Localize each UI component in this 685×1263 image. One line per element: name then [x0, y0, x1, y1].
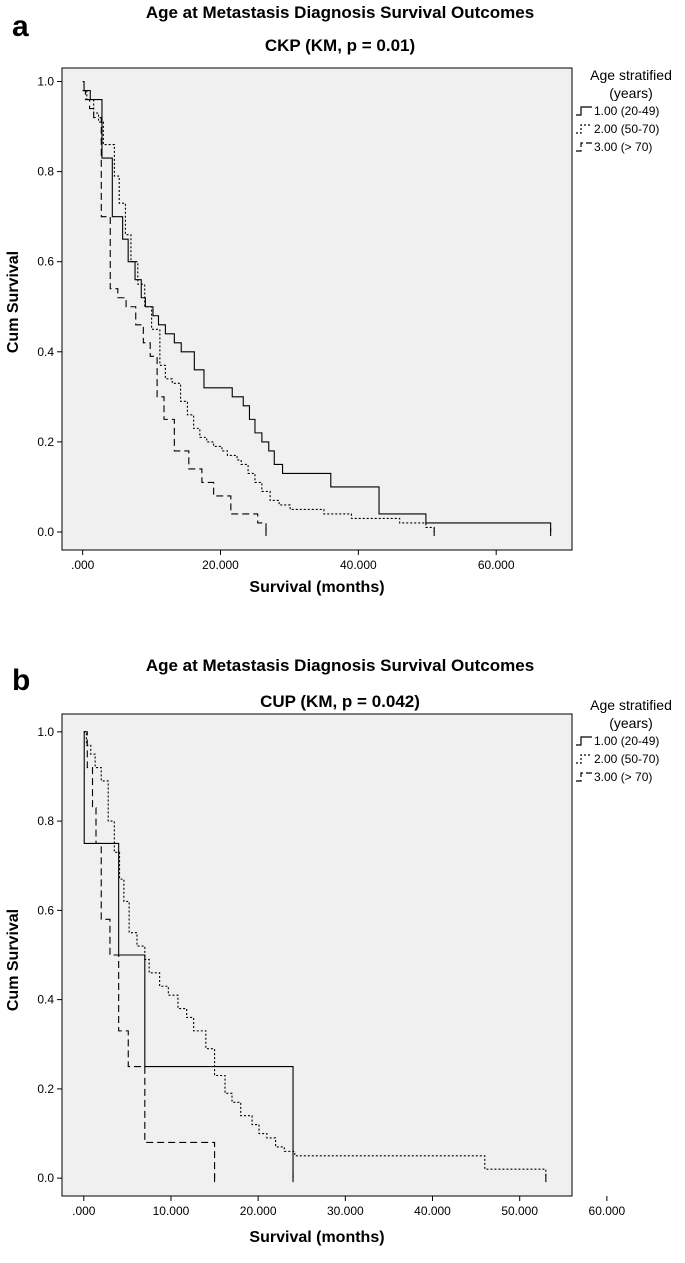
plot-area [61, 67, 573, 551]
km-curve-dotted [82, 89, 435, 532]
chart-subtitle: CUP (KM, p = 0.042) [260, 692, 420, 711]
x-tick-label: 60.000 [589, 1204, 626, 1218]
km-curve-solid [83, 731, 294, 1179]
x-axis-label: Survival (months) [249, 1229, 384, 1246]
x-tick-label: 20.000 [202, 558, 239, 572]
y-tick-label: 0.8 [37, 165, 54, 179]
y-tick-label: 1.0 [37, 75, 54, 89]
km-curve-dashed [82, 89, 267, 532]
plot-area [61, 713, 573, 1197]
legend-dotted-step-icon [576, 754, 592, 764]
y-tick-label: 0.6 [37, 903, 54, 917]
y-tick-label: 0.4 [37, 345, 54, 359]
panel-a: a Age at Metastasis Diagnosis Survival O… [0, 0, 685, 610]
legend-label: 3.00 (> 70) [594, 770, 653, 784]
legend: Age stratified (years) 1.00 (20-49) 2.00… [575, 696, 685, 786]
y-tick-label: 0.2 [37, 435, 54, 449]
y-axis-label: Cum Survival [5, 251, 22, 353]
y-tick-label: 0.4 [37, 993, 54, 1007]
x-tick-label: .000 [72, 1204, 96, 1218]
legend-item-over-70: 3.00 (> 70) [575, 138, 685, 156]
chart-subtitle: CKP (KM, p = 0.01) [264, 36, 416, 55]
legend-solid-step-icon [576, 106, 592, 116]
legend-dashed-step-icon [576, 772, 592, 782]
legend-title-line-1: Age stratified [590, 67, 672, 83]
x-tick-label: 40.000 [414, 1204, 451, 1218]
y-tick-label: 1.0 [37, 725, 54, 739]
legend-title-line-1: Age stratified [590, 697, 672, 713]
legend-label: 2.00 (50-70) [594, 122, 660, 136]
chart-title: Age at Metastasis Diagnosis Survival Out… [145, 656, 535, 675]
legend-dotted-step-icon [576, 124, 592, 134]
y-tick-label: 0.0 [37, 525, 54, 539]
km-curve-dotted [83, 731, 547, 1179]
legend-item-50-70: 2.00 (50-70) [575, 750, 685, 768]
legend-item-50-70: 2.00 (50-70) [575, 120, 685, 138]
legend-title: Age stratified (years) [575, 696, 685, 732]
legend: Age stratified (years) 1.00 (20-49) 2.00… [575, 66, 685, 156]
legend-solid-step-icon [576, 736, 592, 746]
legend-item-20-49: 1.00 (20-49) [575, 102, 685, 120]
y-tick-label: 0.8 [37, 814, 54, 828]
x-tick-label: 30.000 [327, 1204, 364, 1218]
chart-title: Age at Metastasis Diagnosis Survival Out… [145, 3, 535, 22]
legend-label: 1.00 (20-49) [594, 734, 660, 748]
panel-b: b Age at Metastasis Diagnosis Survival O… [0, 650, 685, 1263]
panel-label: b [12, 664, 31, 697]
legend-title: Age stratified (years) [575, 66, 685, 102]
km-curve-dashed [83, 731, 216, 1179]
legend-dashed-step-icon [576, 142, 592, 152]
y-tick-label: 0.2 [37, 1082, 54, 1096]
x-tick-label: .000 [71, 558, 95, 572]
panel-label: a [12, 10, 29, 43]
y-axis-label: Cum Survival [5, 909, 22, 1011]
x-tick-label: 50.000 [501, 1204, 538, 1218]
y-tick-label: 0.6 [37, 255, 54, 269]
legend-item-20-49: 1.00 (20-49) [575, 732, 685, 750]
legend-title-line-2: (years) [609, 715, 653, 731]
x-axis-label: Survival (months) [249, 579, 384, 596]
x-tick-label: 60.000 [478, 558, 515, 572]
legend-item-over-70: 3.00 (> 70) [575, 768, 685, 786]
km-curve-solid [82, 80, 552, 532]
legend-title-line-2: (years) [609, 85, 653, 101]
x-tick-label: 10.000 [153, 1204, 190, 1218]
km-plot-a: 0.0 0.2 0.4 0.6 0.8 1.0 .000 20.000 40.000 60.000… [5, 67, 573, 596]
legend-label: 1.00 (20-49) [594, 104, 660, 118]
x-tick-label: 20.000 [240, 1204, 277, 1218]
y-tick-label: 0.0 [37, 1171, 54, 1185]
legend-label: 2.00 (50-70) [594, 752, 660, 766]
legend-label: 3.00 (> 70) [594, 140, 653, 154]
x-tick-label: 40.000 [340, 558, 377, 572]
km-plot-b: 0.0 0.2 0.4 0.6 0.8 1.0 .000 10.000 20.000 30.000… [5, 713, 626, 1246]
